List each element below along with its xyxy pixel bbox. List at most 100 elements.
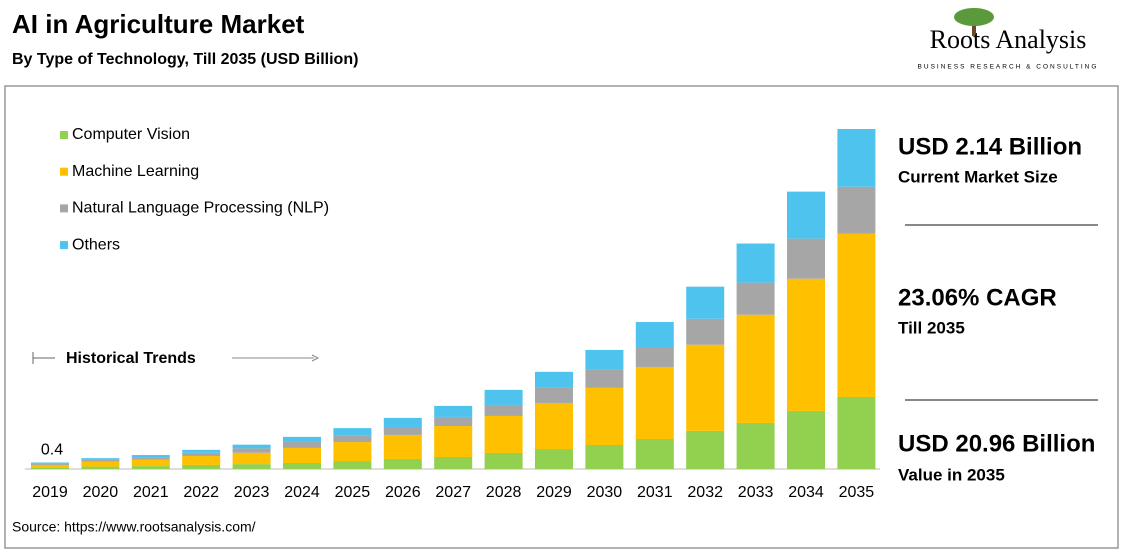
bar-segment — [585, 387, 624, 445]
legend-swatch — [60, 241, 68, 250]
bar-segment — [283, 441, 321, 448]
bar-segment — [686, 286, 725, 319]
bar-segment — [635, 347, 674, 367]
bar-segment — [837, 186, 876, 234]
highlight-label: Current Market Size — [898, 167, 1058, 186]
bar-segment — [131, 459, 170, 467]
bar-segment — [131, 455, 170, 458]
bar-segment — [736, 422, 775, 469]
legend-label: Computer Vision — [72, 126, 190, 143]
bar-segment — [232, 448, 271, 453]
bar-segment — [333, 461, 372, 469]
legend-swatch — [60, 167, 68, 176]
x-tick-label: 2019 — [32, 484, 68, 501]
bar-segment — [81, 458, 120, 460]
bar-segment — [535, 387, 573, 403]
x-tick-label: 2025 — [335, 484, 371, 501]
logo-tree — [954, 8, 994, 26]
bar-segment — [31, 464, 69, 468]
legend-label: Others — [72, 236, 120, 253]
bar-segment — [585, 444, 624, 469]
bar-segment — [81, 466, 120, 469]
x-tick-label: 2034 — [788, 484, 824, 501]
bar-segment — [434, 456, 473, 469]
highlight-label: Value in 2035 — [898, 465, 1005, 484]
highlight-label: Till 2035 — [898, 318, 965, 337]
bar-segment — [787, 278, 825, 411]
bar-segment — [434, 405, 473, 417]
frame — [4, 85, 1119, 549]
bar-segment — [484, 415, 523, 453]
bar-segment — [31, 467, 69, 469]
bar-segment — [585, 349, 624, 370]
annotation-arrowhead — [311, 354, 320, 362]
annotation-text: Historical Trends — [66, 350, 196, 367]
x-tick-label: 2035 — [839, 484, 875, 501]
source: Source: https://www.rootsanalysis.com/ — [12, 519, 256, 535]
bar-segment — [232, 452, 271, 465]
x-tick-label: 2027 — [435, 484, 471, 501]
logo: Roots Analysis BUSINESS RESEARCH & CONSU… — [918, 8, 1099, 71]
x-tick-label: 2026 — [385, 484, 421, 501]
bar-segment — [484, 404, 523, 416]
bar-segment — [484, 389, 523, 405]
bar-segment — [31, 463, 69, 465]
bar-segment — [232, 444, 271, 449]
bar-segment — [131, 457, 170, 460]
legend-swatch — [60, 204, 68, 213]
bar-segment — [81, 461, 120, 467]
bar-segment — [535, 449, 573, 469]
bar-segment — [434, 416, 473, 427]
highlight-value: USD 2.14 Billion — [898, 133, 1082, 160]
bar-segment — [232, 464, 271, 469]
bar-segment — [383, 417, 422, 427]
bar-segment — [787, 191, 825, 239]
x-tick-label: 2029 — [536, 484, 572, 501]
bar-segment — [736, 243, 775, 283]
x-tick-label: 2030 — [587, 484, 623, 501]
bar-segment — [81, 459, 120, 462]
bar-segment — [837, 129, 876, 187]
bar-segment — [283, 436, 321, 442]
highlight-value: 23.06% CAGR — [898, 284, 1057, 311]
annotation: Historical Trends — [32, 350, 320, 367]
bar-segment — [383, 458, 422, 469]
bar-segment — [736, 282, 775, 315]
bar-segment — [787, 410, 825, 469]
bar-segment — [585, 369, 624, 388]
bar-segment — [635, 438, 674, 469]
bar-segment — [383, 426, 422, 435]
highlights: USD 2.14 Billion Current Market Size 23.… — [898, 133, 1098, 484]
bar-segment — [535, 402, 573, 450]
logo-tagline: BUSINESS RESEARCH & CONSULTING — [918, 64, 1099, 71]
logo-name: Roots Analysis — [930, 25, 1087, 54]
bar-segment — [333, 442, 372, 462]
bar-segment — [535, 371, 573, 388]
bar-segment — [686, 430, 725, 469]
bar-segment — [736, 314, 775, 423]
bar-segment — [182, 449, 221, 453]
bar-segment — [635, 322, 674, 348]
x-tick-label: 2031 — [637, 484, 673, 501]
x-tick-label: 2020 — [83, 484, 119, 501]
bar-segment — [131, 466, 170, 469]
legend-label: Machine Learning — [72, 163, 199, 180]
logo-trunk — [972, 24, 976, 36]
bar-segment — [434, 426, 473, 457]
bar-segment — [383, 434, 422, 459]
bar-segment — [837, 233, 876, 397]
x-tick-label: 2022 — [183, 484, 219, 501]
x-tick-label: 2024 — [284, 484, 320, 501]
legend-swatch — [60, 131, 68, 139]
bar-segment — [182, 452, 221, 457]
highlight-value: USD 20.96 Billion — [898, 430, 1095, 457]
title: AI in Agriculture Market — [12, 9, 305, 39]
bar-segment — [686, 318, 725, 345]
bar-segment — [635, 366, 674, 439]
x-tick-label: 2028 — [486, 484, 522, 501]
bar-segment — [787, 238, 825, 279]
legend-label: Natural Language Processing (NLP) — [72, 200, 329, 217]
bar-segment — [283, 462, 321, 469]
bar-segment — [182, 456, 221, 465]
